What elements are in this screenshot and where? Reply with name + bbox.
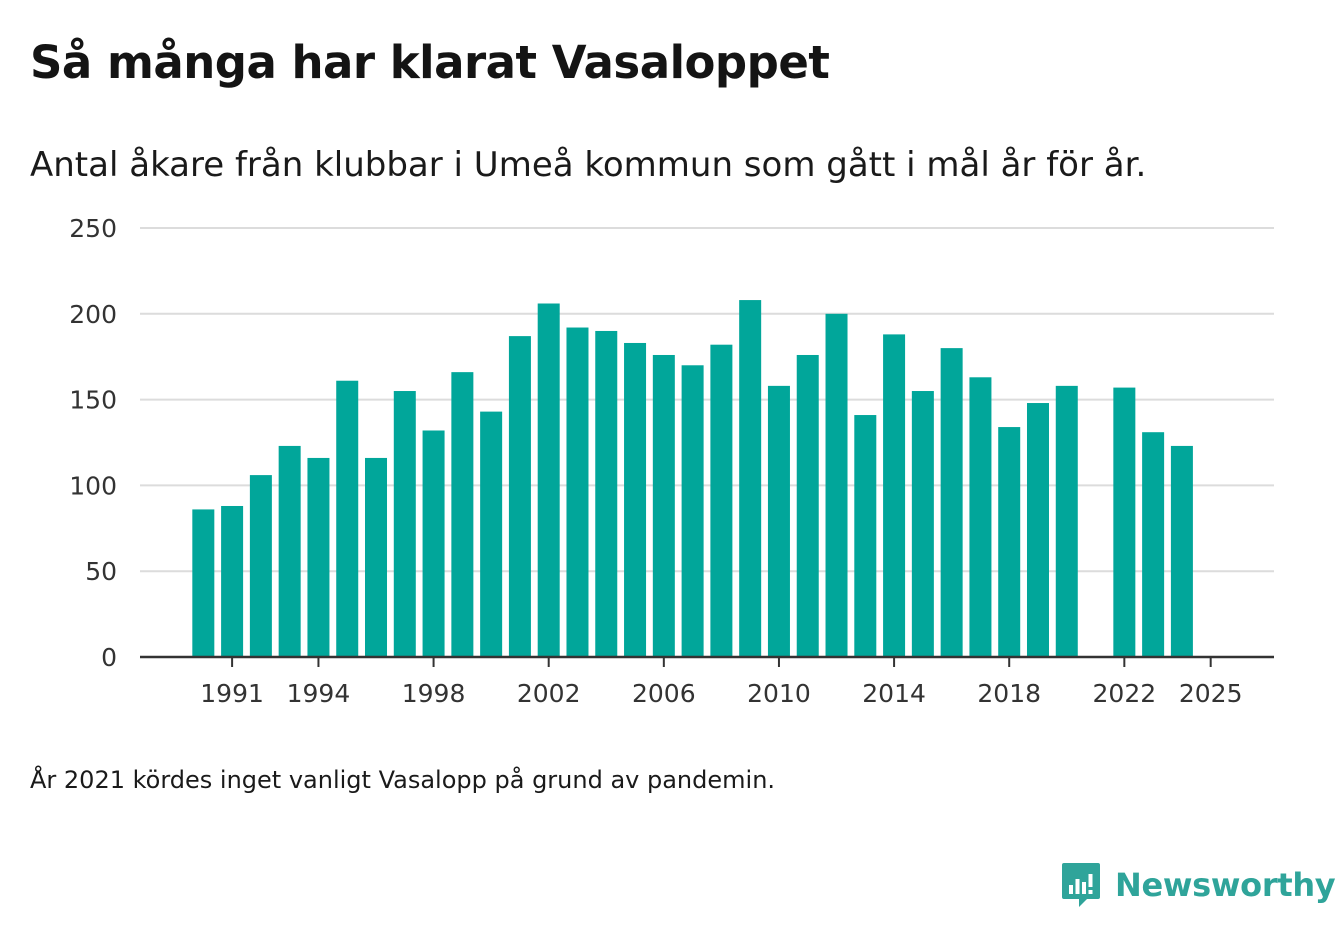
bar-1999[interactable] <box>451 372 474 657</box>
bar-2000[interactable] <box>480 411 503 657</box>
bar-1994[interactable] <box>307 457 330 657</box>
newsworthy-logo-icon <box>1062 863 1100 907</box>
y-tick-label: 0 <box>101 643 117 672</box>
bar-2009[interactable] <box>739 300 762 657</box>
bar-chart: 0 50 100 150 200 250 1991 1994 1998 2002 2006 2010 2… <box>69 214 1274 708</box>
bar-1996[interactable] <box>365 457 388 657</box>
bar-1993[interactable] <box>278 445 301 657</box>
bar-2017[interactable] <box>969 377 992 657</box>
bar-2020[interactable] <box>1055 385 1078 657</box>
x-tick-label: 2018 <box>977 679 1041 708</box>
x-tick-label: 2025 <box>1179 679 1243 708</box>
x-tick-label: 1998 <box>402 679 466 708</box>
bar-1990[interactable] <box>192 509 215 657</box>
y-tick-label: 50 <box>85 557 117 586</box>
x-tick-label: 1994 <box>287 679 351 708</box>
bar-2004[interactable] <box>595 330 618 657</box>
x-tick-label: 2002 <box>517 679 581 708</box>
bar-1998[interactable] <box>422 430 445 657</box>
bar-2023[interactable] <box>1142 432 1165 657</box>
bar-2002[interactable] <box>537 303 560 658</box>
bar-2022[interactable] <box>1113 387 1136 657</box>
bar-2010[interactable] <box>767 385 790 657</box>
bar-2003[interactable] <box>566 327 589 657</box>
x-tick-label: 2022 <box>1093 679 1157 708</box>
bars <box>192 300 1193 657</box>
x-tick-label: 2006 <box>632 679 696 708</box>
bar-2006[interactable] <box>652 354 675 657</box>
bar-2015[interactable] <box>911 391 934 657</box>
x-tick-label: 2014 <box>862 679 926 708</box>
bar-2012[interactable] <box>825 313 848 657</box>
chart-title: Så många har klarat Vasaloppet <box>30 36 830 89</box>
bar-2005[interactable] <box>624 342 647 657</box>
chart-subtitle: Antal åkare från klubbar i Umeå kommun s… <box>30 145 1147 185</box>
axis-labels: 0 50 100 150 200 250 1991 1994 1998 2002 2006 2010 2… <box>69 214 1242 708</box>
bar-2016[interactable] <box>940 348 963 657</box>
x-tick-label: 1991 <box>200 679 264 708</box>
y-tick-label: 250 <box>69 214 117 243</box>
bar-2001[interactable] <box>508 336 531 657</box>
bar-2014[interactable] <box>883 334 906 657</box>
bar-1991[interactable] <box>221 505 244 657</box>
bar-2019[interactable] <box>1026 403 1049 657</box>
bar-2008[interactable] <box>710 344 733 657</box>
bar-1995[interactable] <box>336 380 359 657</box>
bar-2013[interactable] <box>854 415 877 657</box>
x-tick-label: 2010 <box>747 679 811 708</box>
bar-2024[interactable] <box>1170 445 1193 657</box>
bar-2007[interactable] <box>681 365 704 657</box>
brand-name: Newsworthy <box>1115 866 1336 904</box>
bar-2018[interactable] <box>998 427 1021 657</box>
y-tick-label: 150 <box>69 386 117 415</box>
bar-2011[interactable] <box>796 354 819 657</box>
bar-1992[interactable] <box>249 475 272 657</box>
brand[interactable]: Newsworthy <box>1061 860 1336 910</box>
y-tick-label: 200 <box>69 300 117 329</box>
footnote: År 2021 kördes inget vanligt Vasalopp på… <box>30 766 776 794</box>
x-axis <box>140 655 1274 667</box>
y-tick-label: 100 <box>69 471 117 500</box>
bar-1997[interactable] <box>393 391 416 657</box>
